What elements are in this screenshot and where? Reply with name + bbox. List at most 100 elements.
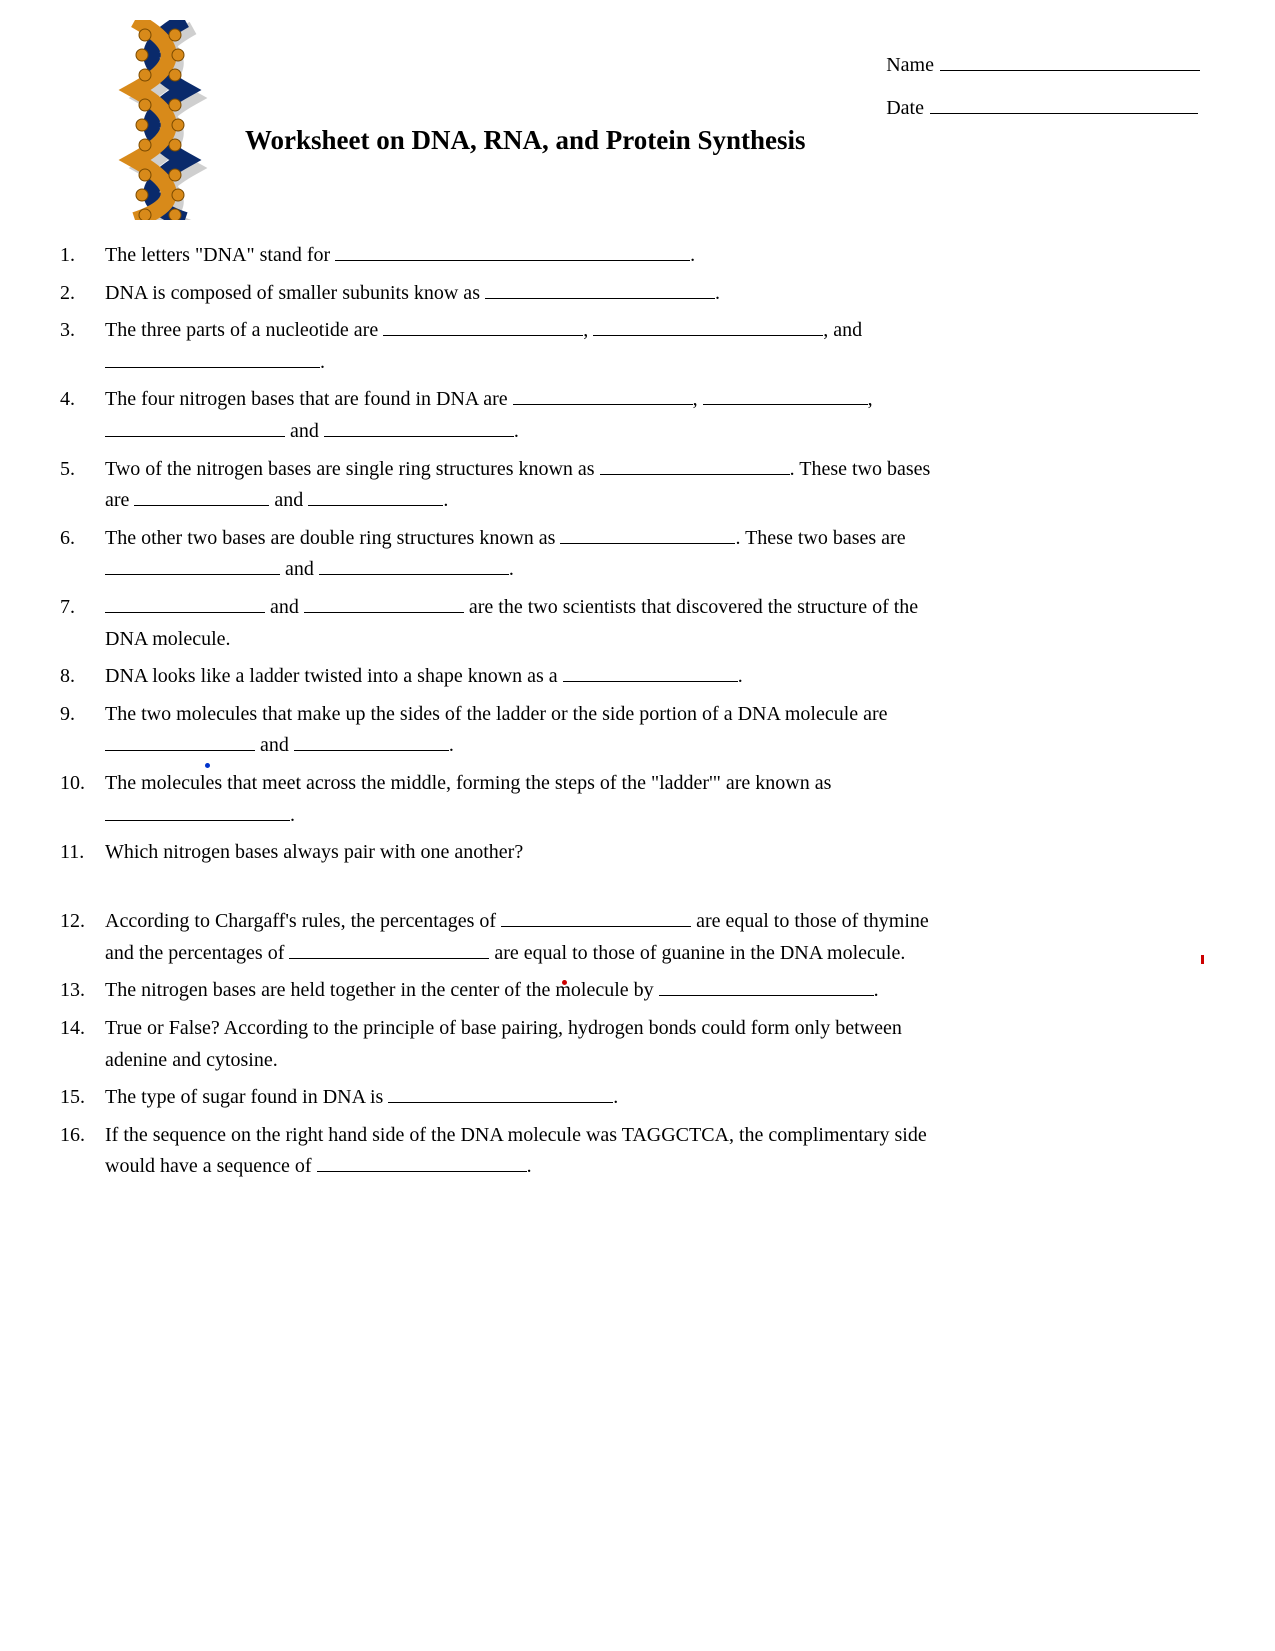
question-row: 9.The two molecules that make up the sid… [60,699,1200,762]
question-text: . [874,979,879,1001]
question-text: are equal to those of thymine [691,910,929,932]
question-text: . [715,282,720,304]
answer-blank[interactable] [563,661,738,682]
question-text: . [290,804,295,826]
question-text: The type of sugar found in DNA is [105,1086,388,1108]
date-blank[interactable] [930,93,1198,114]
question-row: 5.Two of the nitrogen bases are single r… [60,454,1200,517]
question-text: , [868,388,873,410]
name-label: Name [886,54,934,77]
question-text: and [280,558,319,580]
answer-blank[interactable] [501,906,691,927]
question-body: According to Chargaff's rules, the perce… [105,906,1200,969]
answer-blank[interactable] [105,347,320,368]
question-text: . [509,558,514,580]
question-number: 13. [60,975,105,1007]
question-text: DNA looks like a ladder twisted into a s… [105,665,563,687]
answer-blank[interactable] [105,554,280,575]
question-number: 7. [60,592,105,624]
question-text: would have a sequence of [105,1155,317,1177]
question-text: Which nitrogen bases always pair with on… [105,841,523,863]
question-number: 8. [60,661,105,693]
question-row: 7. and are the two scientists that disco… [60,592,1200,655]
question-text: The letters "DNA" stand for [105,244,335,266]
question-text: DNA molecule. [105,628,231,650]
question-body: True or False? According to the principl… [105,1013,1200,1076]
question-row: 6.The other two bases are double ring st… [60,523,1200,586]
question-text: The other two bases are double ring stru… [105,527,560,549]
question-row: 15.The type of sugar found in DNA is . [60,1082,1200,1114]
dna-helix-icon [110,20,220,220]
question-number: 4. [60,384,105,416]
question-text: and [265,596,304,618]
question-text: , [583,319,593,341]
question-body: The other two bases are double ring stru… [105,523,1200,586]
question-text: adenine and cytosine. [105,1049,278,1071]
question-text: The four nitrogen bases that are found i… [105,388,513,410]
artifact-blue-dot [205,763,210,768]
question-body: If the sequence on the right hand side o… [105,1120,1200,1183]
answer-blank[interactable] [304,592,464,613]
question-text: The nitrogen bases are held together in … [105,979,659,1001]
date-row: Date [886,93,1200,120]
question-number: 12. [60,906,105,938]
answer-blank[interactable] [600,454,790,475]
answer-blank[interactable] [317,1151,527,1172]
page-title: Worksheet on DNA, RNA, and Protein Synth… [245,125,806,156]
answer-blank[interactable] [105,592,265,613]
question-text: , and [823,319,862,341]
answer-blank[interactable] [319,554,509,575]
question-text: DNA is composed of smaller subunits know… [105,282,485,304]
answer-blank[interactable] [105,800,290,821]
name-blank[interactable] [940,50,1200,71]
question-text: The two molecules that make up the sides… [105,703,888,725]
question-body: Two of the nitrogen bases are single rin… [105,454,1200,517]
answer-blank[interactable] [324,416,514,437]
question-row: 4.The four nitrogen bases that are found… [60,384,1200,447]
question-text: True or False? According to the principl… [105,1017,902,1039]
question-number: 3. [60,315,105,347]
question-body: The type of sugar found in DNA is . [105,1082,1200,1114]
answer-blank[interactable] [105,730,255,751]
question-row: 12.According to Chargaff's rules, the pe… [60,906,1200,969]
question-row: 2.DNA is composed of smaller subunits kn… [60,278,1200,310]
name-row: Name [886,50,1200,77]
question-text: are the two scientists that discovered t… [464,596,918,618]
question-body: The four nitrogen bases that are found i… [105,384,1200,447]
answer-blank[interactable] [560,523,735,544]
question-text: If the sequence on the right hand side o… [105,1124,927,1146]
question-text: and [255,734,294,756]
question-text: and [285,420,324,442]
question-text: . [613,1086,618,1108]
question-text: . These two bases are [735,527,905,549]
answer-blank[interactable] [308,485,443,506]
answer-blank[interactable] [289,938,489,959]
answer-blank[interactable] [703,384,868,405]
answer-blank[interactable] [383,315,583,336]
question-text: . [443,489,448,511]
question-text: . [320,351,325,373]
question-body: The nitrogen bases are held together in … [105,975,1200,1007]
question-number: 14. [60,1013,105,1045]
answer-blank[interactable] [294,730,449,751]
question-number: 10. [60,768,105,800]
answer-blank[interactable] [513,384,693,405]
answer-blank[interactable] [134,485,269,506]
answer-blank[interactable] [388,1082,613,1103]
question-text: . [738,665,743,687]
question-text: Two of the nitrogen bases are single rin… [105,458,600,480]
question-body: The letters "DNA" stand for . [105,240,1200,272]
question-number: 5. [60,454,105,486]
question-text: . These two bases [790,458,931,480]
question-row: 3.The three parts of a nucleotide are , … [60,315,1200,378]
question-row: 14.True or False? According to the princ… [60,1013,1200,1076]
answer-blank[interactable] [485,278,715,299]
answer-blank[interactable] [105,416,285,437]
answer-blank[interactable] [659,975,874,996]
question-text: . [449,734,454,756]
answer-blank[interactable] [335,240,690,261]
question-text: The molecules that meet across the middl… [105,772,831,794]
answer-blank[interactable] [593,315,823,336]
question-number: 16. [60,1120,105,1152]
artifact-red-dot [562,980,567,985]
